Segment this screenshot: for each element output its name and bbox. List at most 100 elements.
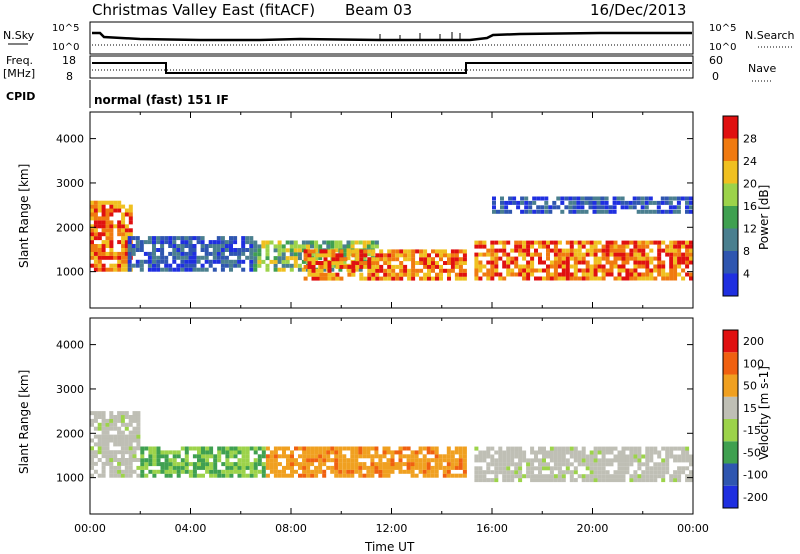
echo-cell [285, 256, 290, 261]
echo-cell [101, 208, 106, 213]
echo-cell [641, 252, 646, 257]
echo-cell [338, 465, 343, 470]
echo-cell [147, 240, 152, 245]
echo-cell [510, 470, 515, 475]
echo-cell [621, 240, 626, 245]
echo-cell [152, 462, 157, 467]
echo-cell [135, 236, 140, 241]
echo-cell [117, 255, 122, 260]
echo-cell [518, 454, 523, 459]
echo-cell [640, 200, 645, 205]
echo-cell [355, 264, 360, 269]
echo-cell [514, 466, 519, 471]
echo-cell [188, 469, 193, 474]
echo-cell [641, 276, 646, 281]
echo-cell [430, 465, 435, 470]
echo-cell [399, 268, 404, 273]
echo-cell [577, 248, 582, 253]
echo-cell [681, 450, 686, 455]
echo-cell [546, 240, 550, 245]
echo-cell [334, 248, 339, 253]
echo-cell [514, 260, 519, 265]
echo-cell [358, 473, 363, 478]
echo-cell [565, 446, 570, 451]
echo-cell [128, 204, 133, 209]
echo-cell [117, 418, 122, 423]
echo-cell [560, 209, 565, 214]
echo-cell [101, 216, 106, 221]
echo-cell [689, 248, 693, 253]
echo-cell [458, 272, 463, 277]
echo-cell [399, 272, 404, 277]
power-ylabel: Slant Range [km] [17, 164, 31, 268]
echo-cell [443, 261, 447, 265]
echo-cell [486, 470, 491, 475]
echo-cell [553, 268, 558, 273]
echo-cell [395, 257, 400, 262]
echo-cell [568, 196, 573, 201]
echo-cell [335, 276, 340, 281]
echo-cell [506, 264, 511, 269]
echo-cell [516, 200, 521, 205]
echo-cell [434, 446, 439, 451]
echo-cell [241, 259, 246, 264]
echo-cell [542, 268, 546, 273]
echo-cell [573, 256, 578, 261]
echo-cell [164, 454, 169, 459]
echo-cell [661, 458, 666, 463]
echo-cell [331, 249, 336, 254]
echo-cell [677, 466, 682, 471]
echo-cell [568, 209, 573, 214]
echo-cell [306, 240, 310, 245]
echo-cell [581, 252, 586, 257]
echo-cell [609, 268, 614, 273]
echo-cell [673, 446, 678, 451]
echo-cell [442, 469, 447, 474]
echo-cell [160, 465, 165, 470]
echo-cell [197, 454, 201, 459]
echo-cell [597, 450, 602, 455]
echo-cell [665, 248, 670, 253]
echo-cell [478, 454, 483, 459]
echo-cell [669, 248, 674, 253]
echo-cell [673, 260, 678, 265]
echo-cell [403, 272, 408, 277]
echo-cell [366, 473, 371, 478]
echo-cell [423, 249, 428, 254]
echo-cell [156, 462, 161, 467]
echo-cell [677, 240, 682, 245]
echo-cell [370, 454, 375, 459]
echo-cell [553, 446, 558, 451]
echo-cell [366, 469, 371, 474]
echo-cell [176, 248, 181, 252]
colorbar-segment [723, 352, 738, 375]
echo-cell [172, 458, 177, 463]
echo-cell [450, 261, 455, 265]
echo-cell [338, 240, 343, 245]
echo-cell [124, 212, 129, 217]
echo-cell [196, 236, 201, 241]
echo-cell [613, 458, 618, 463]
echo-cell [371, 257, 376, 262]
echo-cell [351, 253, 356, 258]
echo-cell [625, 272, 630, 277]
echo-cell [609, 264, 614, 269]
echo-cell [621, 454, 626, 459]
echo-cell [160, 267, 165, 272]
echo-cell [109, 236, 114, 241]
echo-cell [164, 469, 169, 474]
echo-cell [585, 462, 590, 467]
echo-cell [101, 426, 106, 431]
echo-cell [565, 470, 570, 475]
echo-cell [644, 200, 649, 205]
echo-cell [546, 454, 550, 459]
echo-cell [156, 255, 161, 260]
echo-cell [474, 470, 479, 475]
echo-cell [315, 268, 320, 273]
echo-cell [314, 244, 319, 249]
echo-cell [350, 446, 355, 451]
echo-cell [486, 478, 491, 483]
echo-cell [109, 212, 114, 217]
echo-cell [398, 458, 403, 463]
echo-cell [661, 264, 666, 269]
